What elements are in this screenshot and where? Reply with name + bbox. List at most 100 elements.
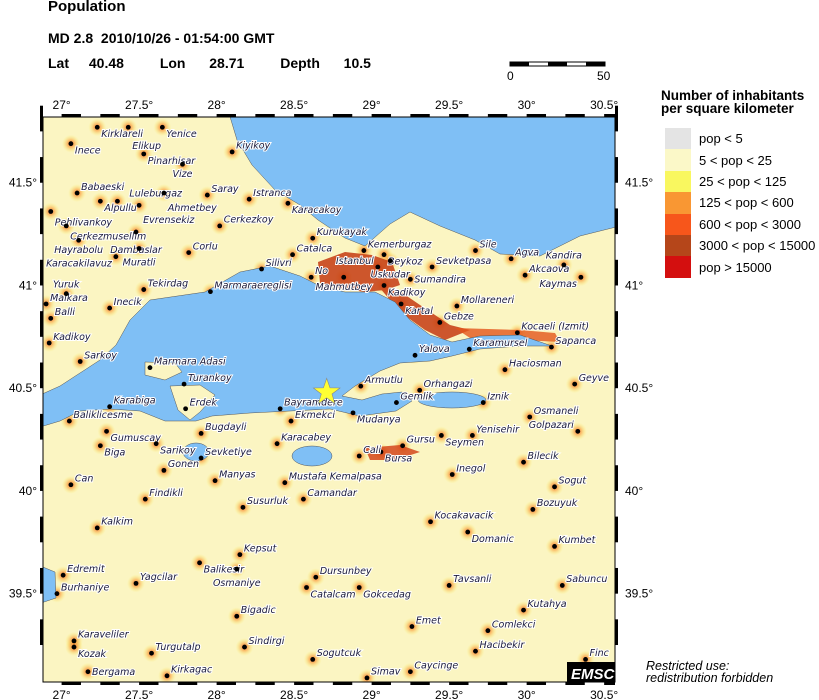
usage-notice: Restricted use: redistribution forbidden <box>646 660 774 685</box>
frame-tick <box>487 682 508 685</box>
city-dot <box>285 200 291 206</box>
city-marker: Bilecik <box>521 450 560 465</box>
frame-tick <box>40 465 43 491</box>
city-marker: Kalkim <box>94 516 134 531</box>
city-dot <box>412 352 418 358</box>
city-marker: Balikesir <box>197 560 246 577</box>
city-marker: Edremit <box>60 563 107 578</box>
legend-item: 5 < pop < 25 <box>665 149 815 171</box>
city-label: Kemerburgaz <box>368 239 433 250</box>
frame-tick <box>604 682 615 685</box>
city-marker: Catalca <box>290 242 333 258</box>
city-dot <box>387 258 393 264</box>
kapidag-peninsula <box>169 384 216 421</box>
city-dot <box>242 644 247 650</box>
city-marker: Susurluk <box>240 495 290 510</box>
city-label: Mustafa Kemalpasa <box>289 472 382 483</box>
city-dot <box>583 657 588 662</box>
frame-tick <box>40 413 43 440</box>
city-label: Yuruk <box>53 279 80 290</box>
event-summary: MD 2.8 2010/10/26 - 01:54:00 GMT <box>48 30 274 46</box>
city-marker: Findikli <box>142 487 184 502</box>
city-marker: Evrensekiz <box>136 202 196 227</box>
city-label: Yagcilar <box>140 572 178 583</box>
city-marker: Manyas <box>212 468 257 484</box>
city-label: Dursunbey <box>320 566 372 577</box>
city-marker: Sapanca <box>549 335 597 350</box>
legend-label: 3000 < pop < 15000 <box>699 238 816 254</box>
city-label: Dambaslar <box>110 245 163 256</box>
legend-item: 600 < pop < 3000 <box>665 213 815 235</box>
city-dot <box>466 346 472 352</box>
frame-tick <box>332 682 353 685</box>
city-dot <box>125 124 131 130</box>
city-dot <box>304 585 309 590</box>
city-label: Mudanya <box>357 415 401 426</box>
izmit-urban-area <box>455 328 560 342</box>
notice-line2: redistribution forbidden <box>646 671 774 685</box>
city-label: Ekmekci <box>295 410 335 421</box>
city-dot <box>409 624 415 629</box>
city-dot <box>313 574 319 580</box>
city-dot <box>63 223 69 229</box>
city-label: Gemlik <box>400 391 434 402</box>
city-marker: Mustafa Kemalpasa <box>282 471 383 486</box>
city-label: Camandar <box>307 488 357 499</box>
city-marker: Kepsut <box>237 542 279 558</box>
legend: pop < 5 5 < pop < 25 25 < pop < 125 125 < p… <box>665 128 815 278</box>
frame-tick <box>40 259 43 286</box>
city-dot <box>197 560 202 566</box>
city-dot <box>161 190 167 196</box>
city-label: Karaveliler <box>78 630 130 641</box>
lon-tick-label: 27° <box>53 688 71 700</box>
event-datetime: 2010/10/26 - 01:54:00 GMT <box>100 30 275 46</box>
frame-tick <box>216 682 236 685</box>
city-dot <box>301 496 306 502</box>
city-marker: Sumandira <box>407 274 467 287</box>
city-marker: Yagcilar <box>133 571 179 586</box>
city-label: Evrensekiz <box>143 215 195 226</box>
city-dot <box>375 264 381 270</box>
city-dot <box>97 443 103 449</box>
city-label: Kiyikoy <box>236 141 270 152</box>
city-dot <box>341 274 347 280</box>
lat-label: Lat <box>48 55 69 71</box>
frame-tick <box>40 619 43 646</box>
city-dot <box>180 161 185 167</box>
legend-swatch <box>665 149 691 171</box>
city-label: Findikli <box>149 488 183 499</box>
city-label: Babaeski <box>81 182 124 193</box>
city-label: Hayrabolu <box>54 245 103 256</box>
city-marker: Turankoy <box>181 372 233 387</box>
city-label: Gebze <box>444 311 474 322</box>
emsc-logo <box>567 662 615 682</box>
city-label: Karamursel <box>473 338 527 349</box>
lon-tick-label: 30° <box>518 98 536 112</box>
city-label: Kumbet <box>559 535 597 546</box>
city-label: Susurluk <box>247 496 289 507</box>
city-dot <box>308 274 314 280</box>
depth-label: Depth <box>280 55 320 71</box>
frame-tick <box>177 114 198 117</box>
city-marker: Hacibekir <box>473 639 526 654</box>
city-marker: Gemlik <box>394 390 435 405</box>
frame-tick <box>40 157 43 183</box>
city-label: Iznik <box>487 391 509 402</box>
lon-tick-label: 30.5° <box>590 98 618 112</box>
frame-tick <box>40 105 43 132</box>
frame-tick <box>40 208 43 235</box>
frame-tick <box>615 567 618 594</box>
city-dot <box>68 482 74 488</box>
city-label: Emet <box>416 615 442 626</box>
city-marker: Sabuncu <box>559 573 608 588</box>
city-label: Vize <box>173 169 193 180</box>
city-dot <box>94 525 100 531</box>
city-label: Osmaneli <box>534 406 579 417</box>
marmara-island <box>144 361 183 381</box>
lat-tick-label: 41.5° <box>625 176 653 190</box>
city-dot <box>60 572 66 578</box>
city-label: Baliklicesme <box>73 410 133 421</box>
city-marker: Cali <box>356 444 382 459</box>
lon-tick-label: 30.5° <box>590 688 618 700</box>
event-location: Lat 40.48 Lon 28.71 Depth 10.5 <box>48 55 403 71</box>
